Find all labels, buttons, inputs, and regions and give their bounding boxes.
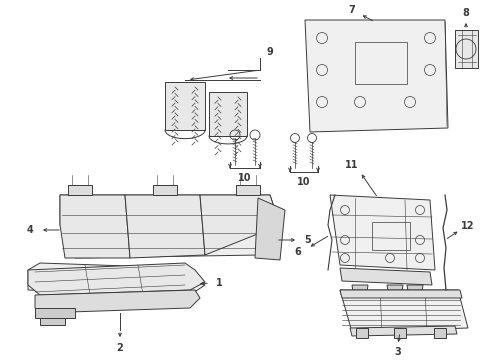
Polygon shape — [60, 195, 130, 258]
Polygon shape — [60, 195, 280, 258]
Polygon shape — [454, 30, 477, 68]
Polygon shape — [125, 195, 204, 258]
Text: 4: 4 — [26, 225, 33, 235]
Polygon shape — [386, 285, 402, 298]
Polygon shape — [28, 263, 204, 295]
Polygon shape — [393, 328, 405, 338]
Text: 6: 6 — [294, 247, 301, 257]
Polygon shape — [236, 185, 260, 195]
Text: 1: 1 — [215, 278, 222, 288]
Polygon shape — [355, 328, 367, 338]
Polygon shape — [254, 198, 285, 260]
Polygon shape — [153, 185, 177, 195]
Polygon shape — [28, 263, 204, 295]
Polygon shape — [305, 20, 447, 132]
Polygon shape — [339, 268, 431, 285]
Text: 5: 5 — [304, 235, 311, 245]
Text: 3: 3 — [394, 347, 401, 357]
Polygon shape — [406, 285, 422, 298]
Polygon shape — [349, 326, 456, 336]
Text: 2: 2 — [116, 343, 123, 353]
Text: 12: 12 — [460, 221, 474, 231]
Polygon shape — [433, 328, 445, 338]
Text: 10: 10 — [238, 173, 251, 183]
Polygon shape — [200, 195, 280, 255]
Polygon shape — [164, 82, 204, 130]
Text: 7: 7 — [348, 5, 355, 15]
Polygon shape — [35, 308, 75, 318]
Text: 11: 11 — [345, 160, 358, 170]
Text: 9: 9 — [266, 47, 273, 57]
Polygon shape — [351, 285, 367, 298]
Polygon shape — [35, 290, 200, 313]
Polygon shape — [208, 92, 246, 136]
Polygon shape — [339, 290, 461, 298]
Polygon shape — [68, 185, 92, 195]
Text: 10: 10 — [297, 177, 310, 187]
Polygon shape — [329, 195, 434, 270]
Polygon shape — [339, 290, 467, 332]
Bar — [371, 222, 409, 250]
Polygon shape — [40, 318, 65, 325]
Bar — [354, 42, 406, 84]
Text: 8: 8 — [462, 8, 468, 18]
